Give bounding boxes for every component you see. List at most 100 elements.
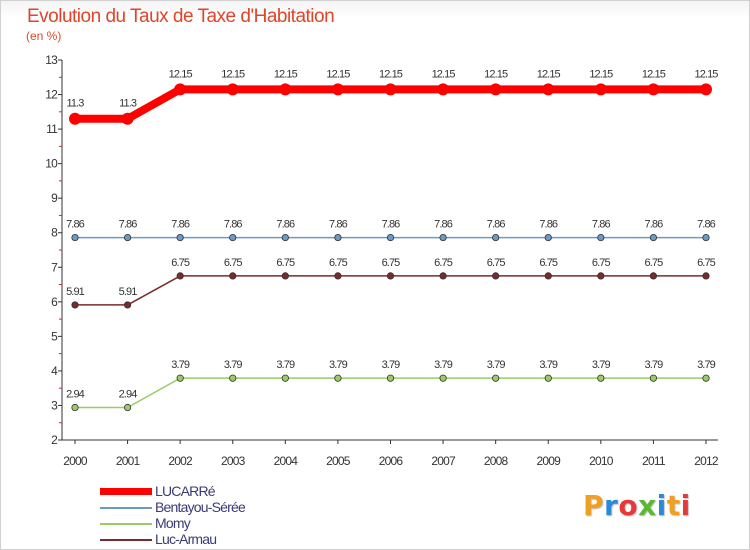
data-point: [702, 374, 710, 382]
legend-swatch: [100, 539, 152, 541]
proxiti-logo: Proxiti: [583, 489, 691, 522]
data-label: 2.94: [119, 389, 138, 401]
data-point: [123, 301, 132, 309]
data-point: [492, 272, 500, 280]
data-label: 7.86: [487, 219, 506, 231]
y-tick-label: 13: [45, 53, 58, 67]
data-label: 11.3: [67, 98, 85, 110]
data-point: [331, 83, 344, 96]
logo-letter: x: [638, 489, 657, 522]
x-tick-label: 2009: [537, 454, 562, 468]
x-tick-label: 2004: [274, 454, 299, 468]
data-point: [226, 83, 239, 96]
data-label: 12.15: [642, 68, 666, 80]
legend-swatch: [100, 488, 152, 495]
data-label: 6.75: [539, 257, 558, 269]
data-point: [176, 233, 184, 242]
data-label: 3.79: [434, 359, 453, 371]
y-tick-label: 2: [51, 433, 58, 447]
data-label: 3.79: [329, 359, 348, 371]
data-label: 5.91: [66, 286, 85, 298]
data-label: 3.79: [224, 359, 243, 371]
data-point: [229, 272, 237, 280]
data-point: [334, 272, 342, 280]
data-point: [597, 374, 605, 382]
legend-label: Luc-Armau: [155, 531, 217, 547]
data-point: [597, 272, 605, 280]
y-tick-label: 3: [51, 398, 58, 412]
data-label: 7.86: [697, 219, 716, 231]
data-point: [649, 233, 658, 242]
data-label: 7.86: [434, 219, 453, 231]
y-tick-label: 5: [51, 329, 58, 343]
data-point: [649, 272, 658, 280]
data-point: [649, 374, 658, 382]
data-point: [386, 272, 395, 280]
data-point: [647, 83, 660, 96]
y-tick-label: 4: [51, 364, 58, 378]
data-point: [544, 374, 552, 382]
logo-letter: i: [656, 489, 667, 522]
data-point: [123, 233, 132, 242]
data-point: [384, 83, 397, 96]
logo-letter: o: [618, 489, 639, 522]
data-point: [281, 272, 289, 280]
data-point: [281, 233, 289, 242]
data-label: 12.15: [169, 68, 193, 80]
data-label: 6.75: [171, 257, 190, 269]
data-label: 2.94: [66, 389, 85, 401]
legend-swatch: [100, 507, 152, 509]
y-tick-label: 8: [51, 226, 58, 240]
data-point: [71, 403, 79, 412]
legend-label: Bentayou-Sérée: [155, 499, 246, 515]
data-point: [229, 233, 237, 242]
data-label: 11.3: [119, 98, 137, 110]
data-point: [702, 233, 710, 242]
x-tick-label: 2002: [168, 454, 193, 468]
x-tick-label: 2000: [63, 454, 88, 468]
data-label: 12.15: [537, 68, 561, 80]
data-label: 6.75: [592, 257, 611, 269]
data-point: [439, 272, 447, 280]
data-label: 3.79: [592, 359, 611, 371]
data-point: [386, 233, 395, 242]
y-tick-label: 11: [46, 122, 58, 136]
data-point: [386, 374, 395, 382]
x-tick-label: 2012: [694, 454, 719, 468]
x-tick-label: 2001: [116, 454, 141, 468]
data-point: [702, 272, 710, 280]
data-label: 7.86: [66, 219, 85, 231]
data-label: 3.79: [487, 359, 506, 371]
data-point: [544, 233, 552, 242]
data-label: 12.15: [589, 68, 613, 80]
data-label: 12.15: [379, 68, 403, 80]
data-label: 6.75: [224, 257, 243, 269]
logo-letter: r: [604, 489, 619, 522]
data-label: 7.86: [276, 219, 295, 231]
data-label: 12.15: [694, 68, 718, 80]
y-tick-label: 9: [51, 191, 58, 205]
y-tick-label: 10: [45, 157, 58, 171]
data-point: [489, 83, 502, 96]
x-tick-label: 2006: [379, 454, 404, 468]
data-point: [121, 112, 134, 125]
data-label: 3.79: [539, 359, 558, 371]
x-tick-label: 2003: [221, 454, 246, 468]
data-label: 6.75: [487, 257, 506, 269]
data-point: [700, 83, 712, 96]
data-label: 6.75: [382, 257, 401, 269]
x-tick-label: 2007: [431, 454, 456, 468]
data-point: [69, 112, 81, 125]
data-label: 7.86: [539, 219, 558, 231]
chart-unit-label: (en %): [26, 29, 62, 43]
data-label: 12.15: [484, 68, 508, 80]
data-label: 5.91: [119, 286, 138, 298]
data-label: 6.75: [434, 257, 453, 269]
data-point: [492, 374, 500, 382]
data-point: [174, 83, 187, 96]
data-point: [123, 403, 132, 412]
data-label: 12.15: [432, 68, 456, 80]
series-line-3: [74, 275, 707, 306]
data-label: 7.86: [382, 219, 401, 231]
